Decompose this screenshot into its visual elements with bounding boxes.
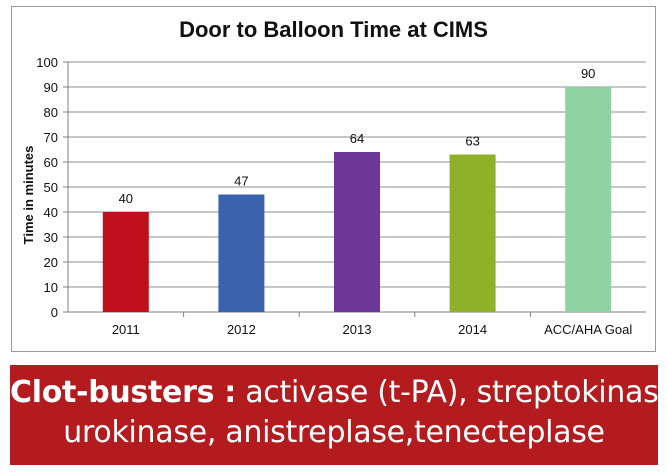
y-tick-label: 80 xyxy=(44,105,58,120)
clot-busters-banner: Clot-busters : activase (t-PA), streptok… xyxy=(10,365,667,465)
x-tick-label: 2011 xyxy=(112,322,140,337)
y-tick-label: 40 xyxy=(44,205,58,220)
chart-frame: Door to Balloon Time at CIMS 0 10 20 30 40 50… xyxy=(11,6,656,352)
bar xyxy=(334,152,380,312)
bar xyxy=(102,212,149,312)
x-tick-label: 2013 xyxy=(343,322,372,337)
y-tick-label: 100 xyxy=(36,55,58,70)
y-tick-label: 60 xyxy=(44,155,58,170)
y-tick-label: 90 xyxy=(44,80,58,95)
banner-line-2: urokinase, anistreplase,tenecteplase xyxy=(63,415,605,450)
y-tick-label: 0 xyxy=(51,305,58,320)
y-tick-label: 50 xyxy=(44,180,58,195)
y-axis-label: Time in minutes xyxy=(21,146,36,245)
y-tick-label: 10 xyxy=(44,280,58,295)
data-label: 64 xyxy=(350,131,364,146)
x-tick-label: 2012 xyxy=(227,322,256,337)
bar xyxy=(565,87,612,312)
y-tick-label: 30 xyxy=(44,230,58,245)
y-tick-label: 20 xyxy=(44,255,58,270)
x-tick-label: ACC/AHA Goal xyxy=(544,322,632,337)
bar xyxy=(218,194,265,312)
data-label: 47 xyxy=(234,174,248,189)
chart-title: Door to Balloon Time at CIMS xyxy=(179,17,488,42)
bar xyxy=(449,154,496,312)
banner-bold-label: Clot-busters : xyxy=(10,375,236,410)
banner-line-1: Clot-busters : activase (t-PA), streptok… xyxy=(10,373,667,413)
data-label: 90 xyxy=(581,66,595,81)
x-tick-label: 2014 xyxy=(458,322,487,337)
y-tick-label: 70 xyxy=(44,130,58,145)
banner-line-1-text: activase (t-PA), streptokinase, xyxy=(235,375,667,410)
bar-chart: 0 10 20 30 40 50 60 70 80 90 100 Time in minutes 40 2… xyxy=(21,55,646,337)
data-label: 40 xyxy=(119,191,133,206)
data-label: 63 xyxy=(465,134,479,149)
